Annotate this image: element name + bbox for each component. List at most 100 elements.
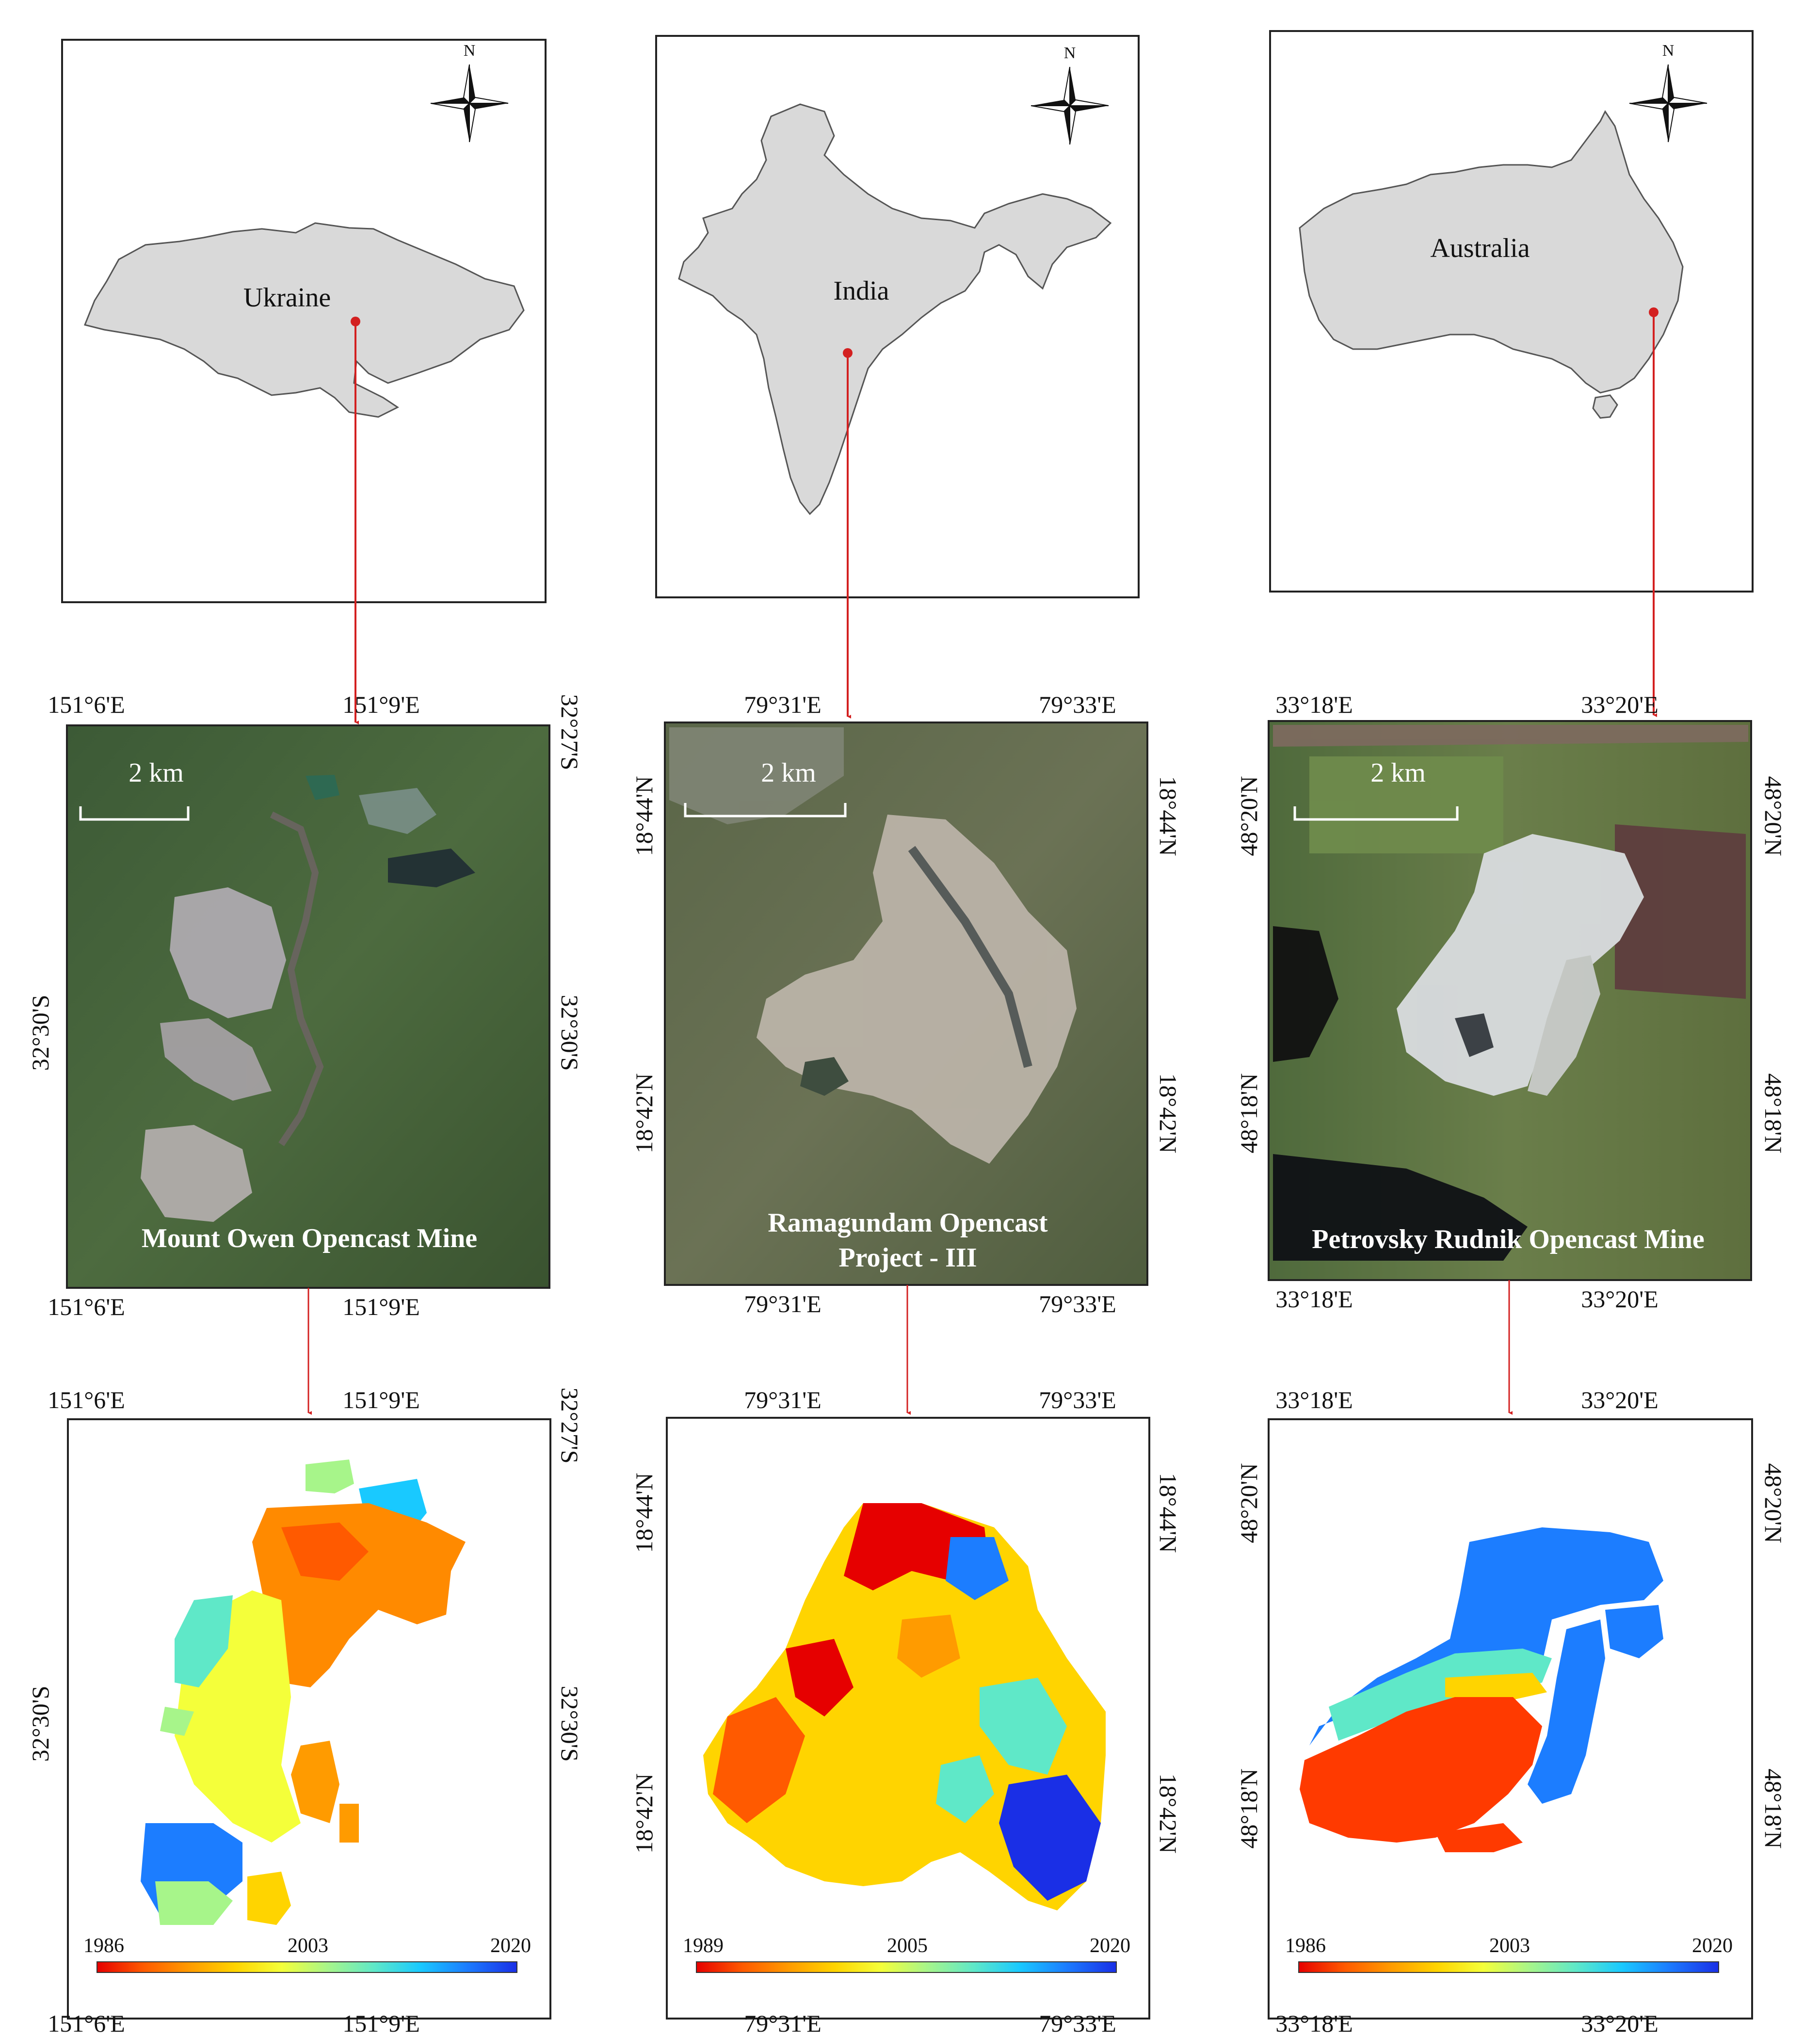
coord-label: 18°42'N — [630, 1773, 658, 1853]
coord-label: 32°27'S — [556, 694, 583, 770]
north-label: N — [1064, 44, 1076, 62]
coord-label: 18°44'N — [630, 1473, 658, 1553]
mined-area — [1300, 1697, 1542, 1843]
coord-label: 151°6'E — [48, 1293, 125, 1320]
coord-label: 48°18'N — [1760, 1073, 1787, 1153]
country-shape-india — [678, 103, 1112, 515]
coord-label: 33°18'E — [1275, 1386, 1353, 1413]
coord-label: 79°31'E — [744, 1386, 821, 1413]
coord-label: 48°18'N — [1235, 1768, 1262, 1848]
colorbar-min: 1989 — [683, 1935, 724, 1957]
mined-area — [281, 1523, 369, 1581]
mined-area — [999, 1775, 1101, 1901]
scale-label: 2 km — [129, 758, 184, 788]
coord-label: 79°31'E — [744, 1290, 821, 1317]
coord-label: 33°20'E — [1581, 1386, 1659, 1413]
year-map-frame — [67, 1418, 551, 2020]
tasmania-shape — [1592, 394, 1618, 419]
mined-area — [306, 1459, 354, 1493]
mined-area — [713, 1697, 805, 1823]
mine-pit-areas — [141, 775, 475, 1222]
mined-area — [247, 1872, 291, 1925]
mined-area — [980, 1678, 1067, 1775]
colorbar: 1989 2005 2020 — [683, 1935, 1130, 1973]
colorbar-min: 1986 — [1285, 1935, 1326, 1957]
coord-label: 151°9'E — [342, 1386, 420, 1413]
coord-label: 48°20'N — [1235, 1463, 1262, 1543]
coord-label: 151°9'E — [342, 691, 420, 718]
coord-label: 18°44'N — [1155, 776, 1182, 856]
coord-label: 79°31'E — [744, 2010, 821, 2036]
coord-label: 18°42'N — [630, 1073, 658, 1153]
colorbar-min: 1986 — [83, 1935, 124, 1957]
country-shape-australia — [1299, 110, 1684, 394]
mined-area — [946, 1537, 1009, 1600]
locator-map-ukraine: Ukraine N — [61, 39, 547, 603]
coord-label: 33°18'E — [1275, 1285, 1353, 1313]
scale-bar: 2 km — [684, 758, 847, 818]
coord-label: 151°6'E — [48, 2010, 125, 2036]
coord-label: 48°18'N — [1760, 1768, 1787, 1848]
colorbar-ramp — [696, 1961, 1117, 1973]
coord-label: 33°20'E — [1581, 691, 1659, 718]
coord-label: 79°33'E — [1039, 1290, 1116, 1317]
mine-title-line2: Project - III — [838, 1243, 977, 1273]
mine-pit-areas — [669, 727, 1077, 1164]
scale-label: 2 km — [1370, 758, 1426, 788]
coord-label: 18°42'N — [1155, 1773, 1182, 1853]
coord-label: 48°20'N — [1760, 1463, 1787, 1543]
country-label: Ukraine — [243, 283, 331, 313]
coord-label: 33°18'E — [1275, 2010, 1353, 2036]
coord-label: 32°30'S — [27, 995, 54, 1071]
coord-label: 151°6'E — [48, 691, 125, 718]
graticule-labels: 151°6'E 151°9'E 151°6'E 151°9'E 32°30'S … — [27, 691, 1787, 2036]
coord-label: 79°33'E — [1039, 1386, 1116, 1413]
colorbar-max: 2020 — [1090, 1935, 1130, 1957]
locator-map-australia: Australia N — [1269, 30, 1754, 593]
coord-label: 18°44'N — [630, 776, 658, 856]
coord-label: 33°20'E — [1581, 2010, 1659, 2036]
coord-label: 79°33'E — [1039, 2010, 1116, 2036]
mine-title-line1: Ramagundam Opencast — [768, 1208, 1048, 1238]
colorbar-max: 2020 — [490, 1935, 531, 1957]
satellite-panel-petrovsky: 2 km Petrovsky Rudnik Opencast Mine — [1268, 720, 1752, 1281]
north-arrow: N — [1031, 44, 1109, 145]
colorbar-mid: 2003 — [1489, 1935, 1530, 1957]
mined-area — [155, 1881, 233, 1925]
mined-area — [1605, 1605, 1663, 1658]
country-label: Australia — [1430, 233, 1530, 263]
coord-label: 18°42'N — [1155, 1073, 1182, 1153]
coord-label: 151°6'E — [48, 1386, 125, 1413]
coord-label: 32°30'S — [556, 995, 583, 1071]
mine-title: Mount Owen Opencast Mine — [142, 1223, 477, 1253]
north-label: N — [1662, 42, 1675, 60]
colorbar-mid: 2005 — [887, 1935, 928, 1957]
mined-area — [936, 1755, 994, 1823]
colorbar: 1986 2003 2020 — [1285, 1935, 1733, 1973]
mine-title: Petrovsky Rudnik Opencast Mine — [1312, 1224, 1704, 1254]
scale-label: 2 km — [761, 758, 816, 788]
colorbar-mid: 2003 — [288, 1935, 328, 1957]
colorbar-ramp — [1298, 1961, 1719, 1973]
mined-area — [175, 1595, 233, 1687]
coord-label: 151°9'E — [342, 1293, 420, 1320]
satellite-image — [66, 724, 550, 1289]
locator-map-india: India N — [655, 35, 1140, 598]
coord-label: 79°33'E — [1039, 691, 1116, 718]
year-map-petrovsky: 1986 2003 2020 — [1268, 1418, 1753, 2020]
mined-area — [897, 1615, 960, 1678]
colorbar-ramp — [97, 1961, 517, 1973]
satellite-panel-mount-owen: 2 km Mount Owen Opencast Mine — [66, 724, 550, 1289]
mined-area — [160, 1707, 194, 1736]
north-label: N — [464, 42, 476, 60]
year-map-ramagundam: 1989 2005 2020 — [666, 1417, 1150, 2020]
mined-area — [291, 1741, 339, 1823]
colorbar: 1986 2003 2020 — [83, 1935, 531, 1973]
coord-label: 48°18'N — [1235, 1073, 1262, 1153]
mined-area — [1445, 1673, 1547, 1702]
coord-label: 151°9'E — [342, 2010, 420, 2036]
coord-label: 79°31'E — [744, 691, 821, 718]
coord-label: 18°44'N — [1155, 1473, 1182, 1553]
mined-area — [1528, 1619, 1605, 1804]
